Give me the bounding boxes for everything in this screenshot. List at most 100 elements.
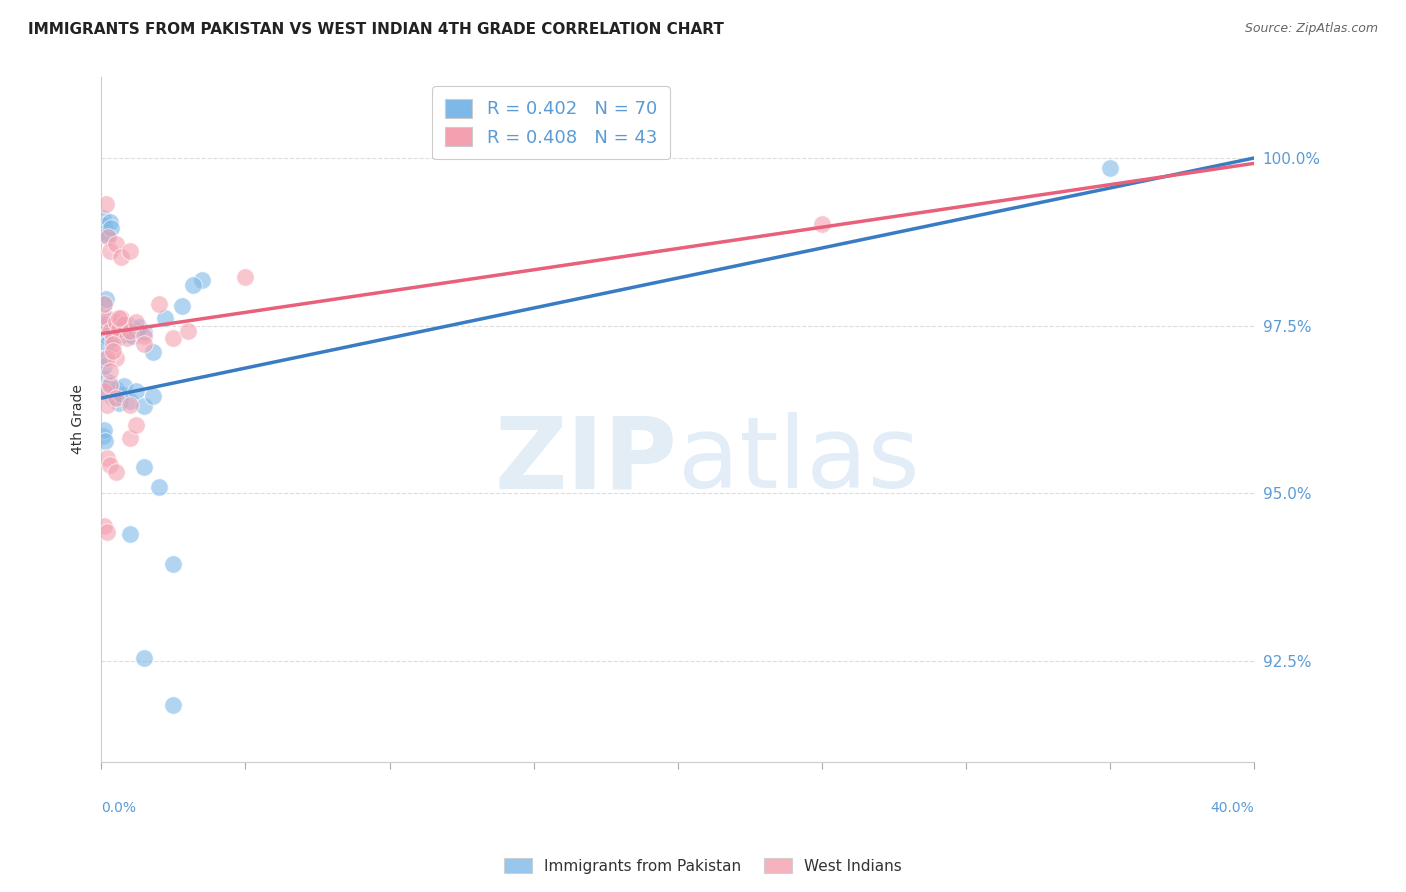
Point: [104, 328, 127, 343]
Point: [93, 384, 115, 399]
Point: [118, 398, 141, 412]
Point: [118, 393, 141, 408]
Point: [148, 480, 170, 494]
Text: ZIP: ZIP: [495, 412, 678, 509]
Point: [93, 297, 115, 311]
Point: [117, 326, 139, 340]
Point: [93, 312, 115, 326]
Point: [108, 328, 131, 343]
Point: [112, 379, 135, 393]
Point: [100, 318, 122, 333]
Point: [94, 292, 117, 306]
Point: [148, 297, 170, 311]
Point: [134, 459, 156, 474]
Point: [93, 297, 115, 311]
Point: [118, 326, 141, 341]
Point: [110, 310, 132, 325]
Point: [115, 331, 138, 345]
Point: [134, 328, 156, 343]
Point: [162, 698, 184, 712]
Point: [101, 323, 124, 337]
Point: [112, 318, 135, 332]
Point: [98, 377, 121, 392]
Point: [101, 337, 124, 351]
Point: [98, 215, 121, 229]
Point: [96, 337, 118, 351]
Point: [191, 273, 214, 287]
Point: [91, 318, 114, 333]
Point: [93, 434, 115, 448]
Point: [96, 228, 118, 243]
Point: [112, 326, 135, 341]
Point: [162, 557, 184, 571]
Point: [111, 318, 134, 333]
Point: [93, 315, 115, 329]
Point: [101, 331, 124, 345]
Point: [134, 326, 156, 340]
Point: [100, 221, 122, 235]
Point: [122, 328, 145, 343]
Point: [96, 310, 118, 325]
Point: [93, 318, 115, 332]
Point: [811, 217, 834, 231]
Point: [104, 465, 127, 479]
Point: [110, 324, 132, 338]
Point: [125, 315, 148, 329]
Point: [105, 323, 128, 337]
Point: [98, 376, 121, 390]
Point: [93, 423, 115, 437]
Point: [128, 320, 150, 334]
Point: [96, 351, 118, 365]
Point: [103, 321, 125, 335]
Point: [118, 324, 141, 338]
Point: [91, 352, 114, 367]
Point: [134, 337, 156, 351]
Point: [118, 431, 141, 445]
Point: [94, 326, 117, 340]
Point: [96, 398, 118, 412]
Point: [134, 650, 156, 665]
Text: atlas: atlas: [678, 412, 920, 509]
Point: [91, 211, 114, 226]
Point: [98, 326, 121, 341]
Point: [91, 429, 114, 443]
Text: IMMIGRANTS FROM PAKISTAN VS WEST INDIAN 4TH GRADE CORRELATION CHART: IMMIGRANTS FROM PAKISTAN VS WEST INDIAN …: [28, 22, 724, 37]
Point: [107, 396, 129, 410]
Point: [153, 310, 176, 325]
Point: [93, 218, 115, 232]
Point: [125, 323, 148, 337]
Point: [93, 359, 115, 373]
Point: [183, 278, 205, 293]
Point: [97, 230, 120, 244]
Point: [118, 244, 141, 258]
Point: [142, 345, 165, 359]
Point: [115, 318, 138, 332]
Point: [96, 451, 118, 466]
Point: [96, 328, 118, 343]
Point: [97, 318, 120, 332]
Point: [107, 310, 129, 325]
Point: [107, 322, 129, 336]
Point: [107, 326, 129, 340]
Point: [125, 384, 148, 399]
Point: [170, 299, 193, 313]
Point: [134, 399, 156, 413]
Point: [176, 324, 198, 338]
Point: [118, 526, 141, 541]
Point: [110, 387, 132, 401]
Point: [142, 389, 165, 403]
Point: [104, 315, 127, 329]
Legend: Immigrants from Pakistan, West Indians: Immigrants from Pakistan, West Indians: [498, 852, 908, 880]
Point: [94, 225, 117, 239]
Point: [96, 385, 118, 400]
Point: [98, 364, 121, 378]
Point: [98, 458, 121, 472]
Legend: R = 0.402   N = 70, R = 0.408   N = 43: R = 0.402 N = 70, R = 0.408 N = 43: [433, 87, 669, 160]
Point: [93, 372, 115, 386]
Point: [96, 318, 118, 333]
Point: [104, 383, 127, 397]
Point: [101, 391, 124, 405]
Point: [114, 323, 136, 337]
Point: [94, 196, 117, 211]
Point: [104, 391, 127, 405]
